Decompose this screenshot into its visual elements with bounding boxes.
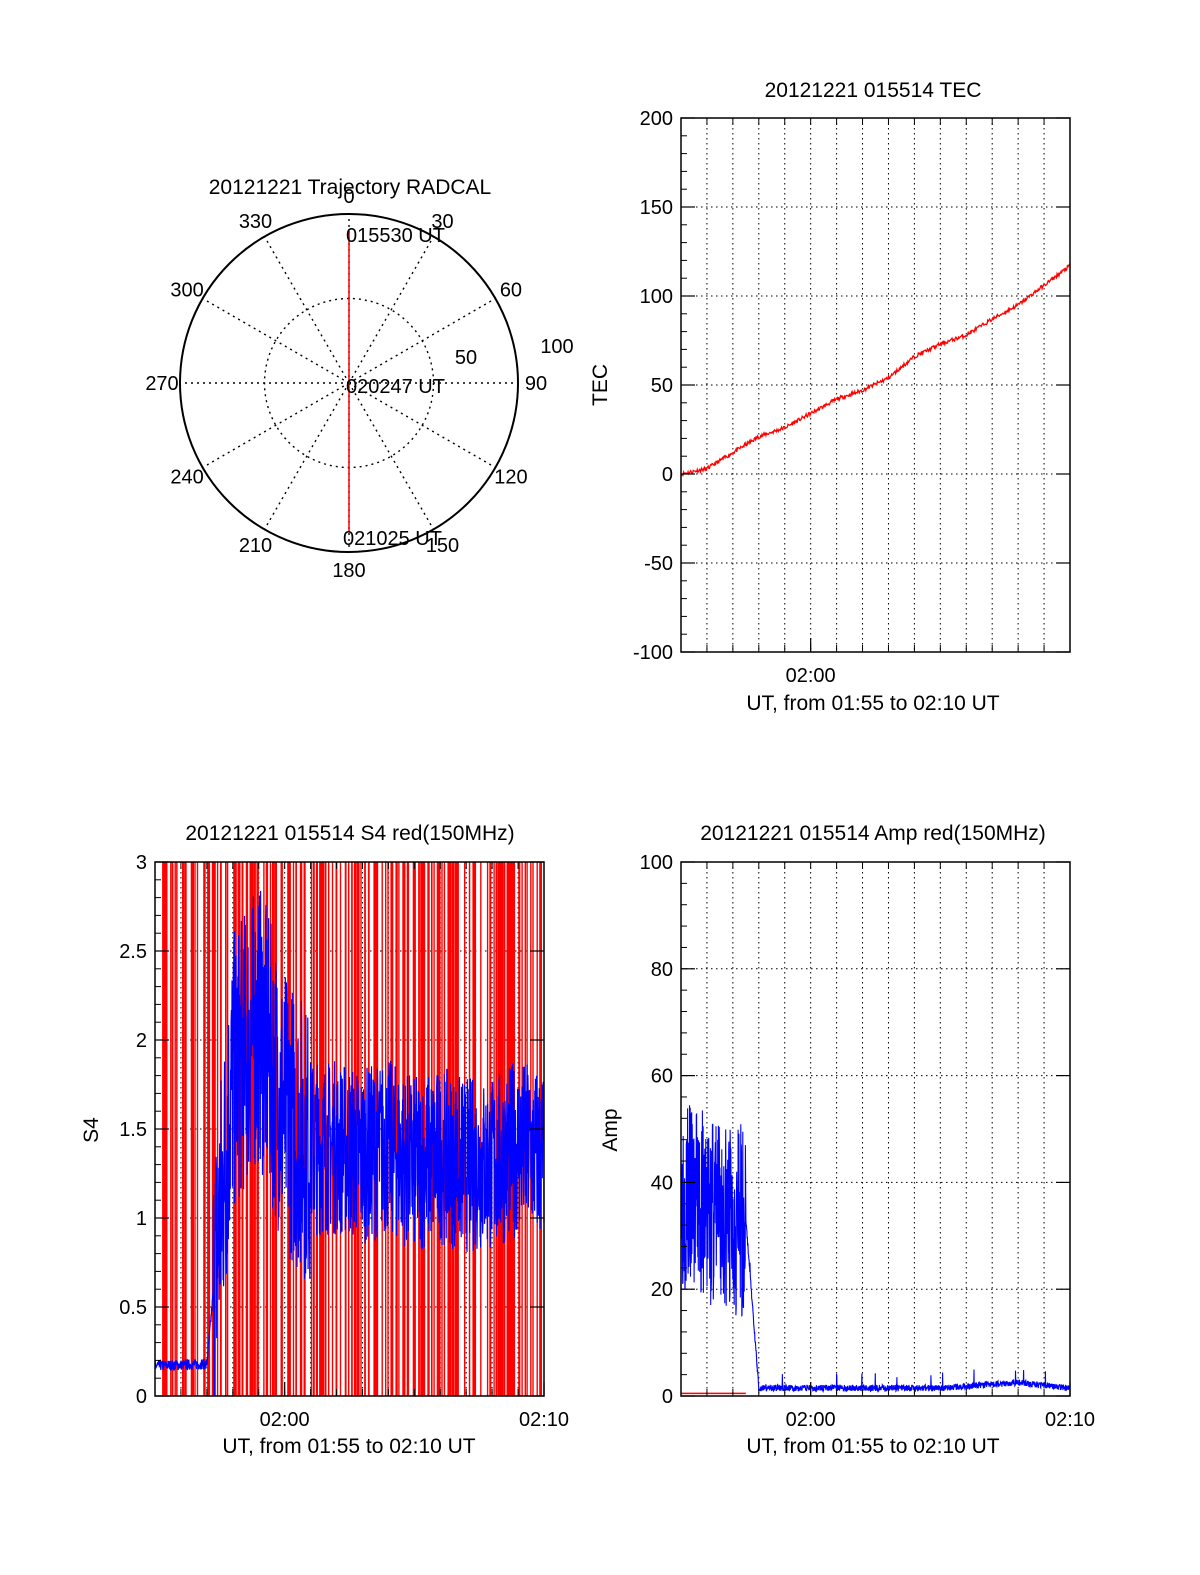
polar-spoke-30 <box>348 236 435 384</box>
s4-x-axis-label: UT, from 01:55 to 02:10 UT <box>222 1435 475 1458</box>
amp-blue-series <box>680 1105 1071 1394</box>
tec-series-line <box>680 263 1071 478</box>
amp-chart: 20121221 015514 Amp red(150MHz) 0 20 40 60 8… <box>599 822 1095 1458</box>
polar-spoke-330 <box>263 236 350 384</box>
amp-y-tick-label: 100 <box>640 852 673 874</box>
polar-radius-label-100: 100 <box>540 336 573 358</box>
polar-angle-labels: 0 30 60 90 120 150 180 210 240 270 300 330 <box>145 186 547 582</box>
tec-chart: 20121221 015514 TEC -100 -50 0 50 100 150 200 0… <box>589 79 1071 715</box>
polar-spoke-210 <box>263 382 350 530</box>
s4-x-tick-label: 02:00 <box>260 1409 310 1431</box>
polar-angle-label-30: 30 <box>431 211 453 233</box>
amp-y-tick-label: 20 <box>651 1279 673 1301</box>
s4-y-tick-label: 2 <box>136 1030 147 1052</box>
trajectory-end-annotation: 021025 UT <box>343 528 442 550</box>
trajectory-polar-chart: 20121221 Trajectory RADCAL 0 30 60 90 120 150… <box>145 176 573 582</box>
amp-plot-frame <box>680 861 1071 1397</box>
amp-y-tick-label: 40 <box>651 1172 673 1194</box>
amp-x-tick-label: 02:00 <box>786 1409 836 1431</box>
tec-y-tick-label: 200 <box>640 108 673 130</box>
tec-title: 20121221 015514 TEC <box>765 79 982 102</box>
polar-spoke-240 <box>202 382 350 469</box>
s4-y-tick-label: 3 <box>136 852 147 874</box>
s4-series <box>154 862 545 1397</box>
s4-x-tick-label: 02:10 <box>519 1409 569 1431</box>
s4-title: 20121221 015514 S4 red(150MHz) <box>185 822 514 845</box>
amp-ticks: 0 20 40 60 80 100 02:00 02:10 <box>640 852 1095 1431</box>
s4-chart: 20121221 015514 S4 red(150MHz) 0 0.5 1 1.5 2… <box>80 822 569 1458</box>
s4-y-tick-label: 2.5 <box>119 941 147 963</box>
tec-y-tick-label: 150 <box>640 197 673 219</box>
tec-y-tick-label: 100 <box>640 286 673 308</box>
polar-spoke-60 <box>348 297 496 384</box>
polar-title: 20121221 Trajectory RADCAL <box>209 176 492 199</box>
tec-y-axis-label: TEC <box>589 364 612 406</box>
polar-angle-label-150: 150 <box>426 535 459 557</box>
tec-ticks: -100 -50 0 50 100 150 200 02:00 <box>633 108 1070 687</box>
s4-ticks: 0 0.5 1 1.5 2 2.5 3 02:00 02:10 <box>119 852 569 1431</box>
tec-y-tick-label: -100 <box>633 642 673 664</box>
polar-angle-label-210: 210 <box>239 535 272 557</box>
amp-x-tick-label: 02:10 <box>1045 1409 1095 1431</box>
amp-x-axis-label: UT, from 01:55 to 02:10 UT <box>746 1435 999 1458</box>
tec-y-tick-label: 0 <box>662 464 673 486</box>
polar-angle-label-180: 180 <box>332 560 365 582</box>
polar-spoke-300 <box>202 297 350 384</box>
s4-y-axis-label: S4 <box>80 1117 103 1143</box>
s4-y-tick-label: 0.5 <box>119 1297 147 1319</box>
amp-y-tick-label: 60 <box>651 1066 673 1088</box>
s4-y-tick-label: 1.5 <box>119 1119 147 1141</box>
tec-x-axis-label: UT, from 01:55 to 02:10 UT <box>746 692 999 715</box>
s4-blue-series <box>154 890 545 1397</box>
polar-outer-circle <box>179 213 519 553</box>
tec-x-tick-label: 02:00 <box>786 665 836 687</box>
amp-title: 20121221 015514 Amp red(150MHz) <box>700 822 1046 845</box>
polar-angle-label-300: 300 <box>170 280 203 302</box>
polar-spoke-120 <box>348 382 496 469</box>
amp-y-tick-label: 80 <box>651 959 673 981</box>
polar-angle-label-120: 120 <box>494 467 527 489</box>
amp-series <box>680 1105 1071 1395</box>
polar-angle-label-330: 330 <box>239 211 272 233</box>
amp-y-tick-label: 0 <box>662 1386 673 1408</box>
s4-y-tick-label: 1 <box>136 1208 147 1230</box>
polar-angle-label-60: 60 <box>500 280 522 302</box>
polar-spoke-150 <box>348 382 435 530</box>
amp-y-axis-label: Amp <box>599 1108 622 1151</box>
trajectory-start-annotation: 015530 UT <box>346 225 445 247</box>
s4-y-tick-label: 0 <box>136 1386 147 1408</box>
polar-angle-label-240: 240 <box>170 467 203 489</box>
tec-y-tick-label: -50 <box>644 553 673 575</box>
tec-series <box>680 263 1071 478</box>
polar-angle-label-0: 0 <box>343 186 354 208</box>
amp-gridlines <box>681 862 1070 1396</box>
tec-y-tick-label: 50 <box>651 375 673 397</box>
polar-radius-label-50: 50 <box>455 347 477 369</box>
trajectory-mid-annotation: 020247 UT <box>346 376 445 398</box>
tec-gridlines <box>681 118 1070 652</box>
polar-angle-label-270: 270 <box>145 373 178 395</box>
polar-angle-label-90: 90 <box>525 373 547 395</box>
